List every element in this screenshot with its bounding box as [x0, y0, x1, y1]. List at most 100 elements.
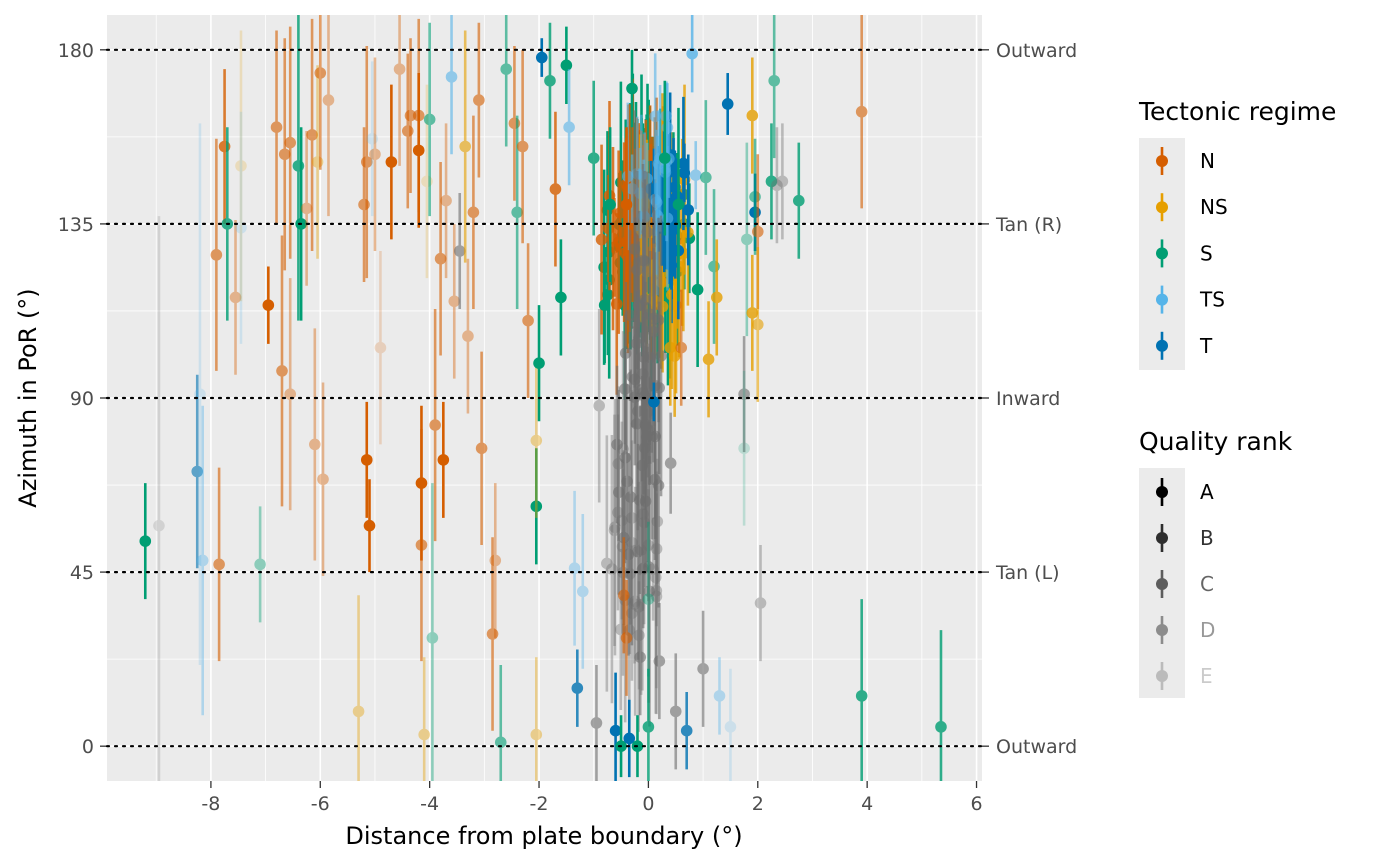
data-point: [608, 414, 621, 646]
y-tick-label: 135: [58, 214, 94, 236]
point-marker: [358, 198, 370, 211]
point-marker: [404, 109, 417, 122]
point-marker: [462, 330, 474, 342]
data-point: [628, 544, 641, 664]
point-marker: [229, 291, 242, 304]
data-point: [601, 435, 613, 692]
x-tick-label: 0: [642, 793, 654, 815]
point-marker: [626, 512, 638, 524]
point-marker: [664, 341, 677, 354]
data-point: [278, 38, 291, 271]
point-marker: [352, 705, 365, 718]
point-marker: [363, 519, 376, 532]
data-marks: [139, 15, 947, 781]
data-point: [650, 478, 663, 715]
data-point: [560, 26, 573, 104]
data-point: [612, 414, 624, 611]
data-point: [153, 216, 165, 781]
legend-item-quality-c: C: [1156, 570, 1214, 598]
point-marker: [631, 264, 643, 276]
point-marker: [587, 152, 600, 164]
point-marker: [153, 519, 165, 532]
data-point: [689, 141, 702, 210]
x-axis-title: Distance from plate boundary (°): [345, 822, 742, 850]
point-marker: [653, 655, 666, 667]
data-point: [640, 326, 652, 528]
point-marker: [650, 543, 663, 555]
point-marker: [651, 515, 664, 528]
point-marker: [640, 421, 652, 433]
point-marker: [555, 291, 567, 304]
data-point: [284, 26, 297, 259]
data-point: [423, 22, 436, 217]
data-point: [612, 150, 625, 334]
point-marker: [426, 632, 439, 644]
point-marker: [776, 175, 789, 188]
legend-key-dot: [1156, 624, 1168, 636]
point-marker: [544, 74, 556, 87]
point-marker: [620, 632, 633, 644]
point-marker: [604, 198, 616, 211]
point-marker: [641, 406, 654, 418]
point-marker: [306, 129, 318, 141]
legend-label: C: [1200, 572, 1214, 596]
secondary-tick-label: Outward: [996, 736, 1077, 758]
point-marker: [746, 109, 759, 122]
data-point: [210, 138, 223, 371]
point-marker: [385, 156, 398, 168]
point-marker: [612, 486, 625, 499]
point-marker: [309, 438, 321, 451]
data-point: [710, 239, 723, 356]
legend-label: B: [1200, 526, 1214, 550]
data-point: [651, 458, 664, 585]
point-marker: [855, 690, 868, 702]
point-marker: [593, 399, 605, 412]
data-point: [462, 258, 474, 414]
data-point: [522, 243, 534, 398]
data-point: [669, 653, 682, 770]
data-point: [738, 370, 750, 526]
point-marker: [632, 601, 645, 613]
point-marker: [360, 454, 373, 466]
point-marker: [609, 724, 622, 737]
data-point: [751, 247, 764, 402]
point-marker: [429, 419, 441, 431]
data-point: [641, 171, 653, 293]
point-marker: [661, 212, 674, 225]
point-marker: [672, 198, 685, 211]
data-point: [721, 73, 734, 135]
data-point: [612, 389, 625, 595]
data-point: [300, 131, 313, 286]
legend-key-dot: [1156, 578, 1168, 590]
point-marker: [647, 326, 660, 338]
data-point: [576, 514, 589, 669]
point-marker: [649, 571, 662, 584]
data-point: [571, 649, 584, 727]
point-marker: [598, 299, 611, 311]
point-marker: [366, 132, 379, 145]
data-point: [616, 421, 628, 620]
point-marker: [549, 183, 562, 195]
point-marker: [393, 63, 406, 75]
x-tick-label: -8: [201, 793, 220, 815]
secondary-y-axis: Outward Tan (L) Inward Tan (R) Outward: [982, 40, 1077, 758]
data-point: [593, 309, 605, 503]
point-marker: [292, 160, 305, 172]
data-point: [530, 657, 543, 781]
data-point: [590, 664, 603, 781]
x-tick-label: -6: [311, 793, 330, 815]
data-point: [374, 250, 387, 445]
point-marker: [530, 500, 543, 513]
data-point: [563, 69, 575, 186]
y-tick-label: 45: [70, 562, 94, 584]
point-marker: [652, 314, 665, 326]
legend-item-quality-a: A: [1156, 478, 1214, 506]
legend-label: D: [1200, 618, 1215, 642]
point-marker: [626, 82, 638, 95]
data-point: [360, 401, 373, 518]
data-point: [363, 479, 376, 573]
data-point: [768, 15, 780, 159]
y-tick-label: 90: [70, 388, 94, 410]
data-point: [369, 57, 381, 251]
